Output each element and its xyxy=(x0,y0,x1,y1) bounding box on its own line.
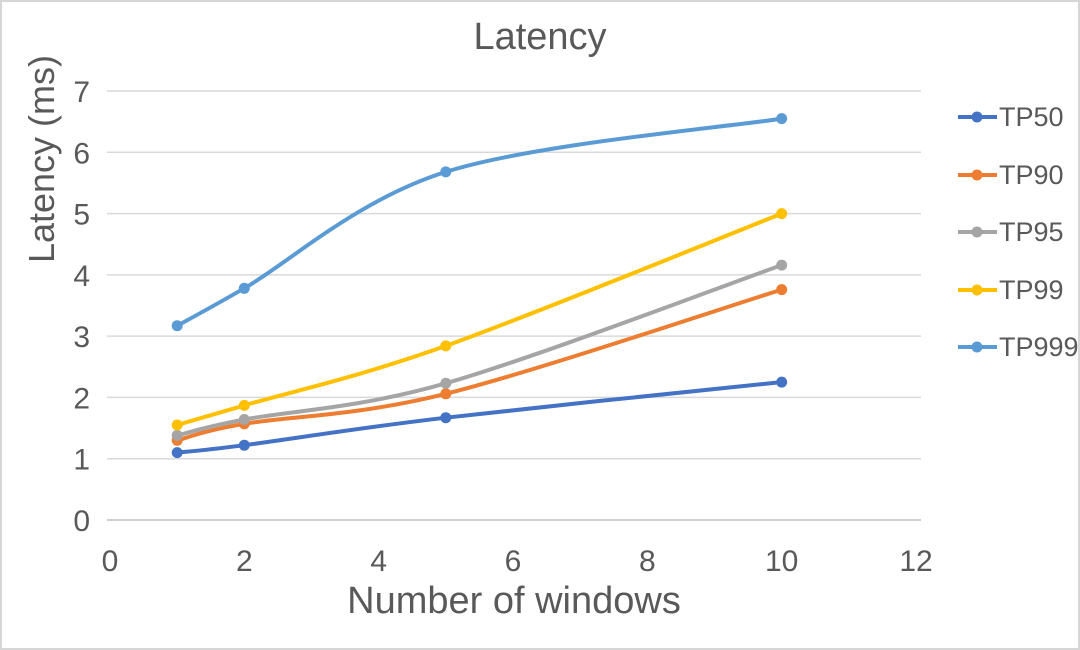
series-point-tp99-x1 xyxy=(171,419,183,431)
series-point-tp90-x10 xyxy=(776,284,788,296)
y-tick-label-5: 5 xyxy=(73,199,90,232)
series-point-tp999-x1 xyxy=(171,320,183,332)
series-line-tp999 xyxy=(175,116,784,328)
y-tick-label-1: 1 xyxy=(73,444,90,477)
series-line-tp50 xyxy=(175,380,784,455)
series-line-tp90 xyxy=(175,287,784,443)
x-tick-label-4: 4 xyxy=(370,545,387,578)
x-tick-label-12: 12 xyxy=(899,545,932,578)
y-tick-label-3: 3 xyxy=(73,321,90,354)
x-tick-label-8: 8 xyxy=(639,545,656,578)
series-point-tp999-x5 xyxy=(440,166,452,178)
series-point-tp95-x5 xyxy=(440,377,452,389)
series-point-tp99-x10 xyxy=(776,208,788,220)
series-point-tp50-x5 xyxy=(440,412,452,424)
series-point-tp999-x10 xyxy=(776,113,788,125)
y-tick-label-6: 6 xyxy=(73,137,90,170)
series-line-tp99 xyxy=(175,211,784,427)
series-point-tp50-x2 xyxy=(238,439,250,451)
x-axis-title: Number of windows xyxy=(347,580,681,622)
x-tick-label-0: 0 xyxy=(102,545,119,578)
series-point-tp90-x5 xyxy=(440,388,452,400)
series-line-tp95 xyxy=(175,263,784,438)
y-tick-label-4: 4 xyxy=(73,260,90,293)
series-point-tp95-x2 xyxy=(238,414,250,425)
x-tick-label-6: 6 xyxy=(505,545,522,578)
series-point-tp99-x5 xyxy=(440,340,452,352)
series-point-tp99-x2 xyxy=(238,399,250,411)
x-tick-label-10: 10 xyxy=(765,545,798,578)
series-point-tp50-x10 xyxy=(776,376,788,388)
series-point-tp50-x1 xyxy=(171,447,183,459)
series-point-tp999-x2 xyxy=(238,282,250,294)
series-point-tp95-x1 xyxy=(171,429,183,441)
x-tick-label-2: 2 xyxy=(236,545,253,578)
y-tick-label-2: 2 xyxy=(73,382,90,415)
y-tick-label-7: 7 xyxy=(73,76,90,109)
series-point-tp95-x10 xyxy=(776,259,788,271)
y-tick-label-0: 0 xyxy=(73,505,90,538)
chart-title: Latency xyxy=(473,16,607,58)
